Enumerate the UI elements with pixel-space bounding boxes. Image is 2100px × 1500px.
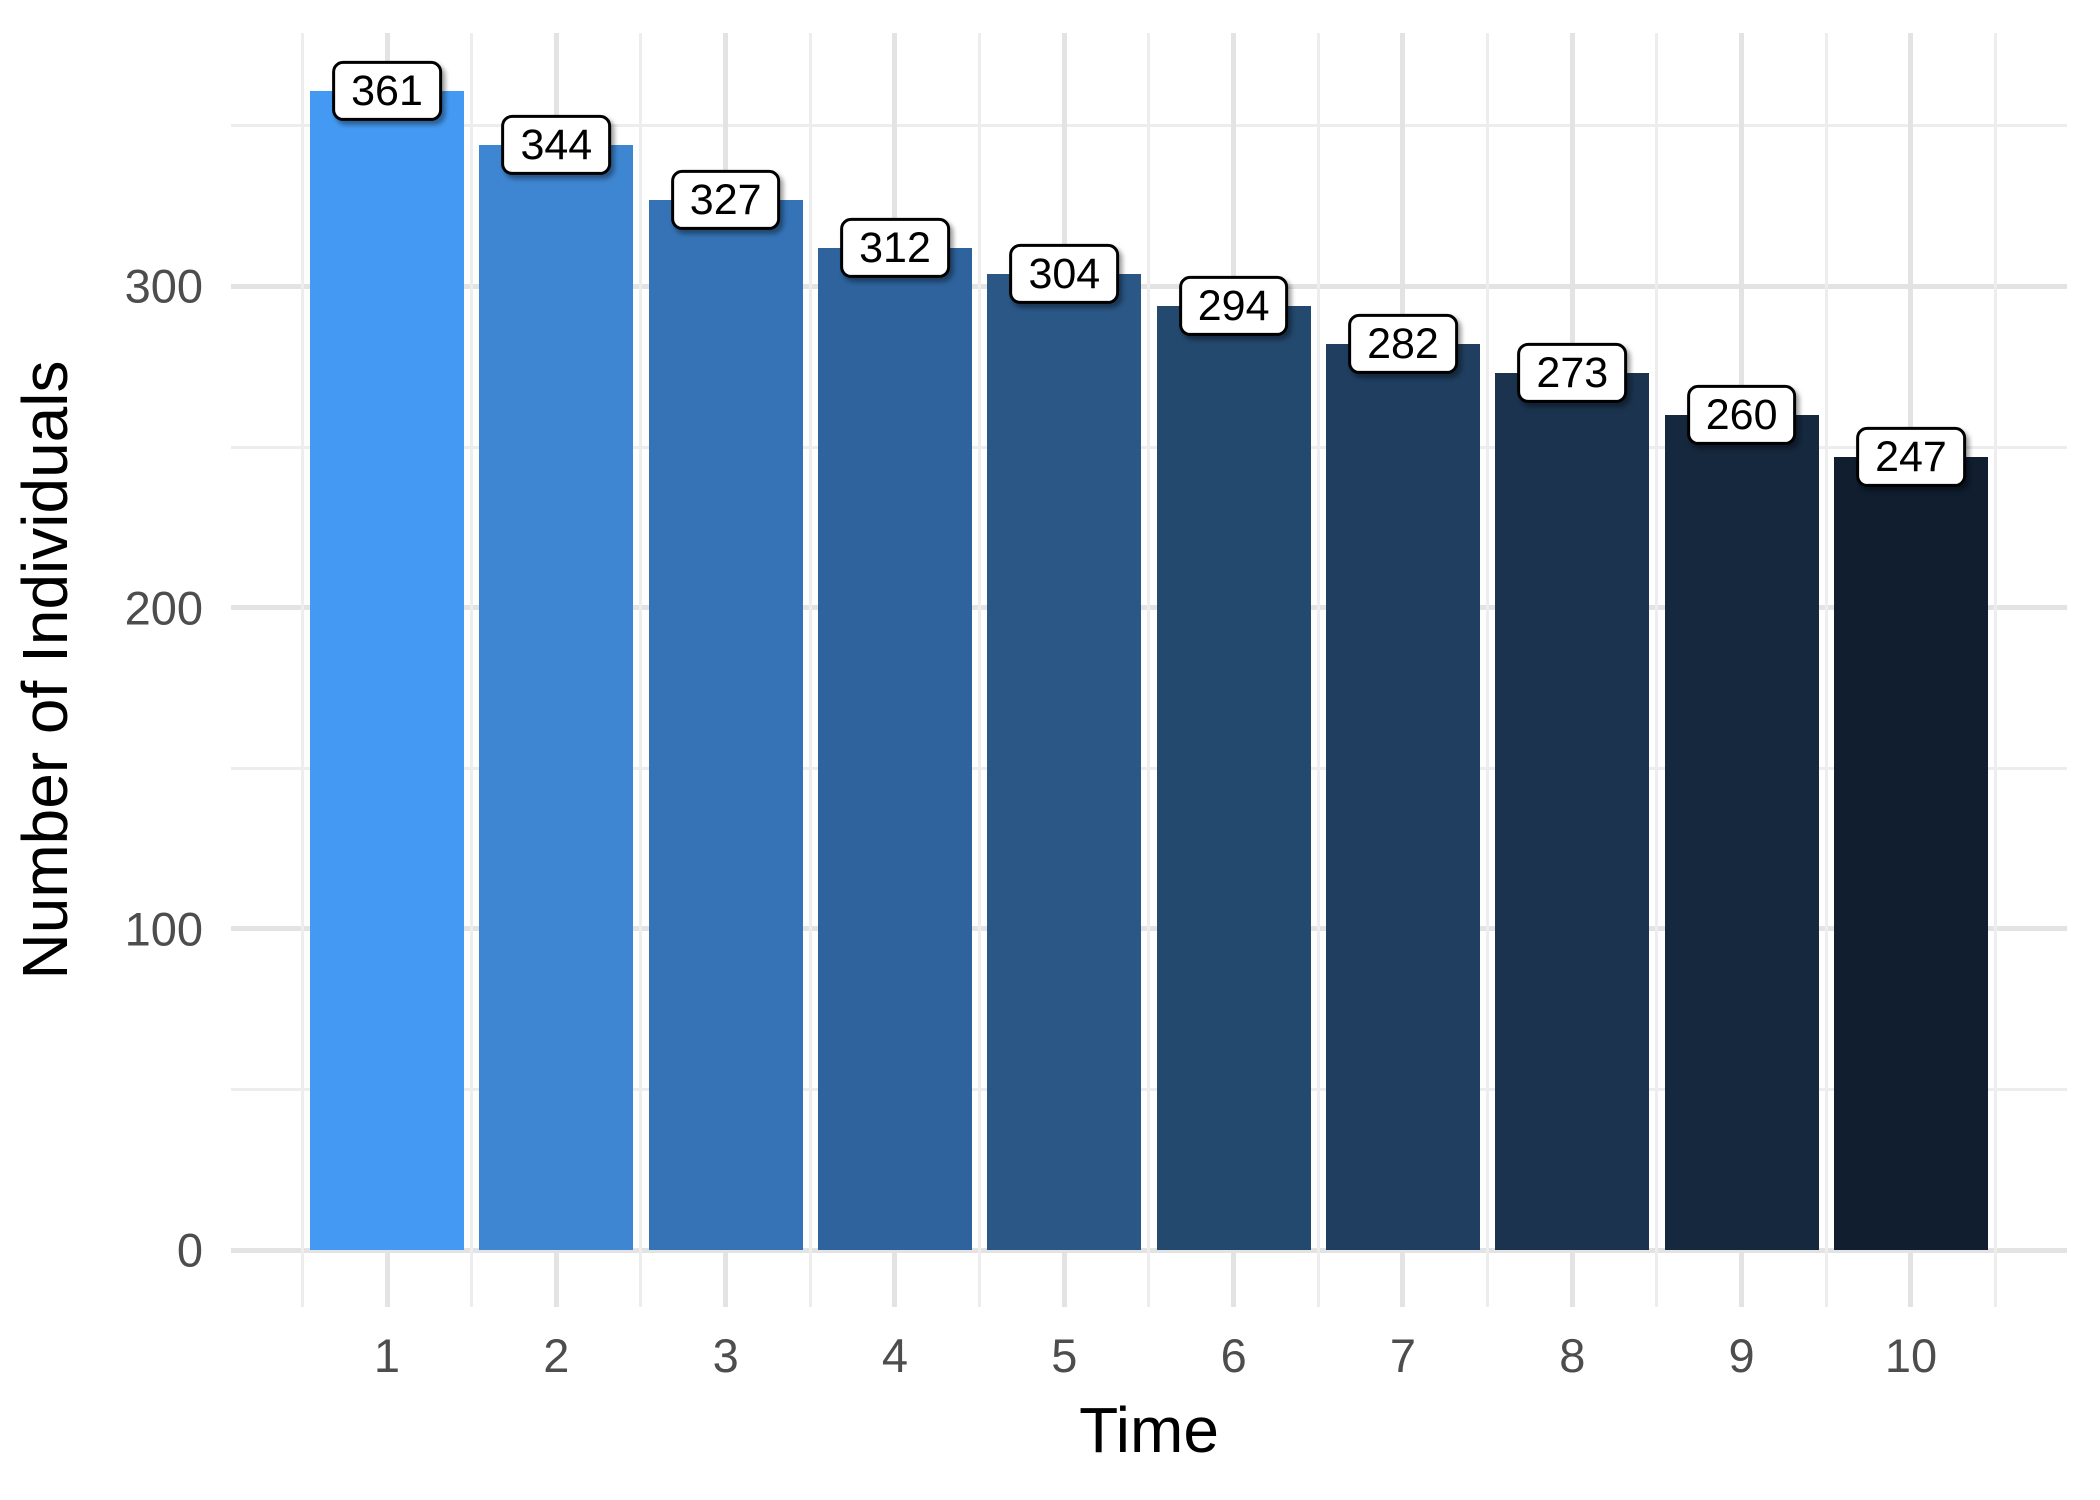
x-tick-label: 8 — [1559, 1329, 1586, 1382]
bar — [310, 90, 464, 1250]
bar-value-label: 273 — [1517, 343, 1628, 404]
bar-value-label: 247 — [1856, 426, 1966, 487]
minor-v-gridline — [1824, 33, 1828, 1307]
minor-v-gridline — [639, 33, 643, 1307]
minor-v-gridline — [470, 33, 474, 1307]
x-tick-label: 1 — [373, 1329, 401, 1382]
bar — [648, 199, 803, 1250]
bar — [1833, 456, 1988, 1250]
bar — [479, 145, 634, 1250]
minor-v-gridline — [1994, 33, 1998, 1307]
bar — [1664, 414, 1819, 1250]
bar-value-label: 282 — [1348, 314, 1458, 375]
bar-value-label: 304 — [1009, 243, 1120, 304]
y-axis-title: Number of Individuals — [9, 360, 81, 980]
bar — [1156, 305, 1311, 1250]
minor-v-gridline — [808, 33, 812, 1307]
bar — [987, 273, 1142, 1250]
minor-v-gridline — [1655, 33, 1659, 1307]
x-tick-label: 6 — [1220, 1329, 1247, 1382]
bar-value-label: 344 — [501, 115, 612, 176]
x-tick-label: 4 — [881, 1329, 909, 1382]
minor-v-gridline — [1147, 33, 1151, 1307]
y-tick-label: 300 — [124, 259, 203, 313]
x-tick-label: 2 — [543, 1329, 570, 1382]
bar-value-label: 327 — [670, 169, 781, 230]
x-tick-label: 9 — [1728, 1329, 1755, 1382]
x-axis-title: Time — [1079, 1394, 1219, 1466]
bar — [1325, 344, 1480, 1250]
bar-value-label: 312 — [840, 217, 950, 279]
bar — [1495, 373, 1650, 1250]
plot-panel: 361 344 327 312 304 294 282 273 260 247 — [231, 33, 2067, 1307]
x-tick-label: 7 — [1389, 1329, 1417, 1382]
x-tick-label: 3 — [712, 1329, 739, 1382]
bar — [817, 247, 972, 1250]
bar-value-label: 260 — [1686, 384, 1797, 446]
bar-value-label: 294 — [1178, 275, 1289, 336]
minor-v-gridline — [300, 33, 304, 1307]
minor-v-gridline — [1316, 33, 1320, 1307]
x-tick-label: 5 — [1051, 1329, 1078, 1382]
y-tick-label: 100 — [124, 902, 203, 956]
minor-v-gridline — [1486, 33, 1490, 1307]
minor-v-gridline — [978, 33, 982, 1307]
bar-value-label: 361 — [332, 60, 442, 121]
y-tick-label: 0 — [176, 1223, 203, 1277]
y-tick-label: 200 — [124, 581, 203, 635]
x-tick-label: 10 — [1884, 1329, 1938, 1382]
